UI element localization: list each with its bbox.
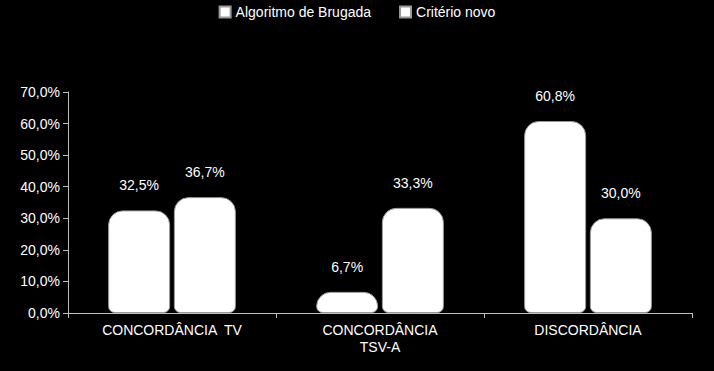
svg-text:CONCORDÂNCIA TV: CONCORDÂNCIA TV bbox=[102, 322, 242, 338]
svg-text:10,0%: 10,0% bbox=[20, 273, 60, 289]
svg-text:60,0%: 60,0% bbox=[20, 116, 60, 132]
svg-text:50,0%: 50,0% bbox=[20, 147, 60, 163]
svg-text:60,8%: 60,8% bbox=[535, 88, 575, 104]
svg-text:Critério novo: Critério novo bbox=[416, 4, 496, 20]
svg-text:30,0%: 30,0% bbox=[601, 185, 641, 201]
svg-text:6,7%: 6,7% bbox=[331, 259, 363, 275]
svg-text:33,3%: 33,3% bbox=[393, 175, 433, 191]
svg-text:Algoritmo de Brugada: Algoritmo de Brugada bbox=[236, 4, 372, 20]
svg-text:40,0%: 40,0% bbox=[20, 179, 60, 195]
svg-text:32,5%: 32,5% bbox=[119, 177, 159, 193]
svg-text:0,0%: 0,0% bbox=[28, 305, 60, 321]
svg-text:DISCORDÂNCIA: DISCORDÂNCIA bbox=[534, 322, 642, 338]
svg-text:20,0%: 20,0% bbox=[20, 242, 60, 258]
svg-text:CONCORDÂNCIA: CONCORDÂNCIA bbox=[322, 322, 438, 338]
svg-text:36,7%: 36,7% bbox=[185, 164, 225, 180]
svg-text:TSV-A: TSV-A bbox=[360, 339, 401, 355]
svg-text:30,0%: 30,0% bbox=[20, 210, 60, 226]
svg-text:70,0%: 70,0% bbox=[20, 84, 60, 100]
